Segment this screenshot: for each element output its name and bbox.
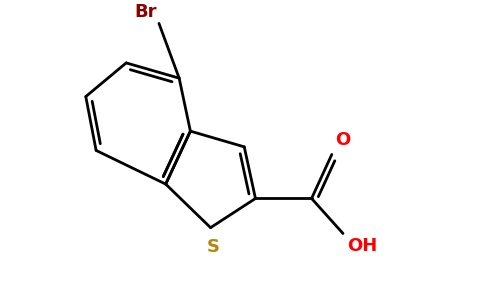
- Text: OH: OH: [348, 237, 378, 255]
- Text: Br: Br: [134, 3, 157, 21]
- Text: S: S: [206, 238, 219, 256]
- Text: O: O: [335, 131, 350, 149]
